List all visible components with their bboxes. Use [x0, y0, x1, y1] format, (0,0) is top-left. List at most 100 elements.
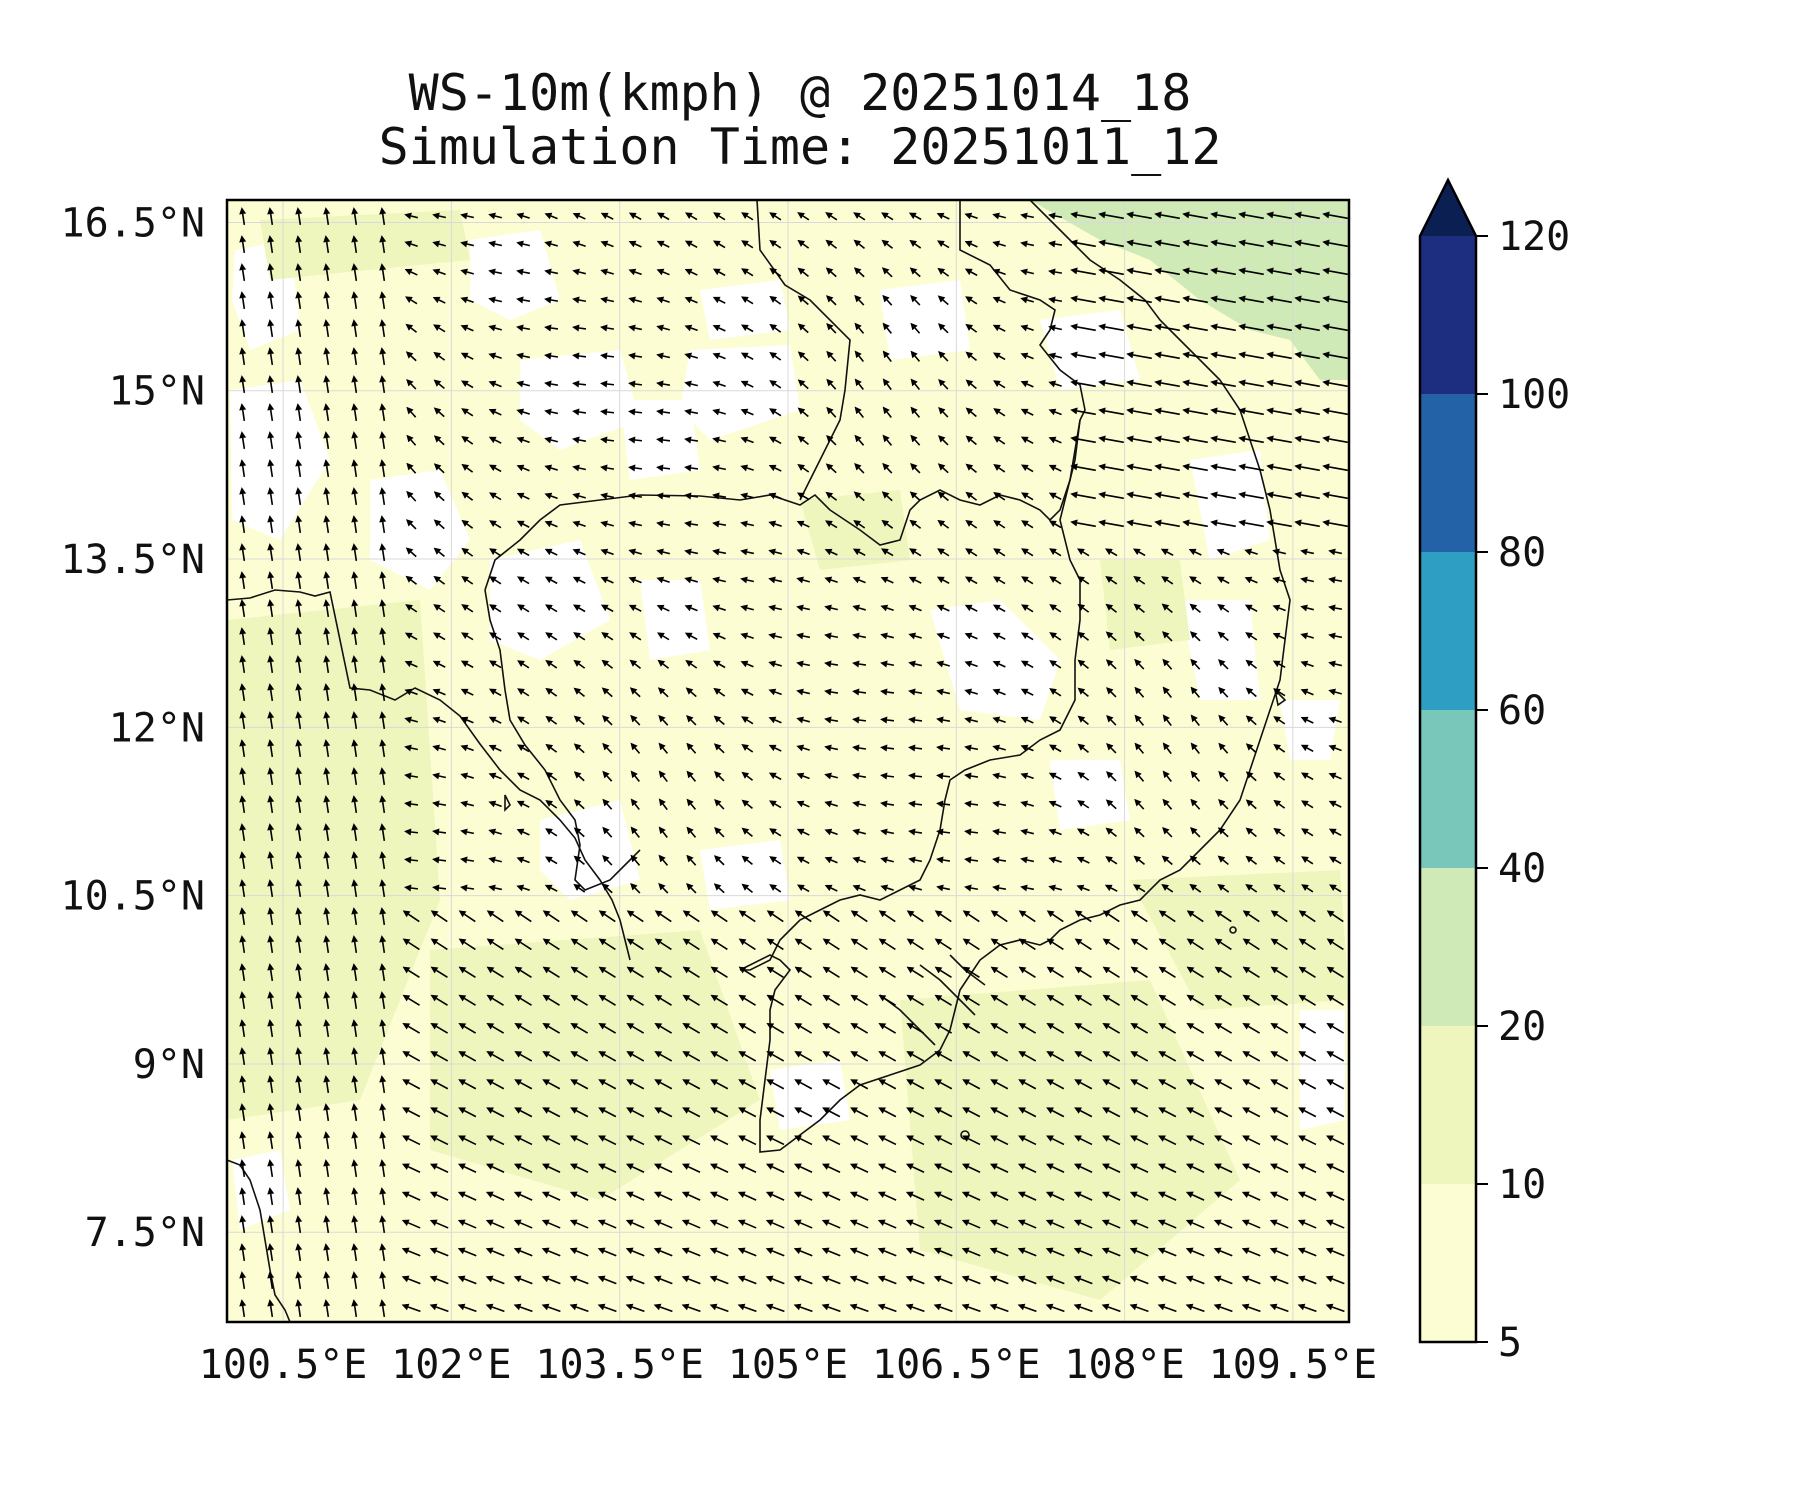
wind-arrow: [461, 408, 474, 417]
wind-arrow: [992, 800, 1007, 808]
wind-arrow: [544, 520, 558, 528]
wind-arrow: [1154, 211, 1180, 220]
wind-arrow: [990, 994, 1008, 1006]
wind-arrow: [323, 431, 331, 450]
wind-arrow: [1217, 883, 1230, 893]
wind-arrow: [488, 492, 502, 501]
wind-arrow: [824, 744, 839, 752]
wind-arrow: [402, 966, 420, 979]
wind-arrow: [878, 910, 896, 923]
wind-arrow: [379, 599, 387, 618]
wind-arrow: [1245, 771, 1257, 782]
wind-arrow: [573, 855, 585, 866]
wind-arrow: [713, 743, 725, 754]
wind-arrow: [1049, 576, 1062, 585]
wind-arrow: [796, 828, 810, 836]
wind-arrow: [460, 800, 474, 808]
wind-arrow: [1217, 659, 1229, 670]
wind-arrow: [933, 1247, 953, 1257]
wind-arrow: [710, 910, 728, 923]
wind-arrow: [514, 1051, 533, 1062]
wind-arrow: [1130, 1135, 1149, 1146]
wind-arrow: [1189, 576, 1202, 585]
wind-arrow: [267, 347, 275, 366]
wind-arrow: [992, 240, 1006, 248]
wind-arrow: [1161, 884, 1174, 893]
wind-arrow: [351, 823, 359, 842]
wind-arrow: [1154, 491, 1180, 500]
wind-arrow: [351, 767, 359, 786]
wind-arrow: [852, 632, 867, 640]
wind-arrow: [685, 659, 698, 669]
wind-arrow: [1294, 211, 1320, 220]
wind-arrow: [1182, 519, 1208, 528]
wind-arrow: [1322, 519, 1348, 528]
wind-arrow: [570, 1135, 589, 1146]
wind-arrow: [766, 910, 784, 923]
wind-arrow: [1046, 938, 1064, 951]
wind-arrow: [460, 296, 474, 304]
wind-arrow: [1266, 435, 1292, 444]
wind-arrow: [323, 347, 331, 366]
wind-arrow: [1322, 239, 1348, 248]
wind-arrow: [769, 351, 782, 361]
wind-arrow: [1098, 519, 1124, 528]
wind-arrow: [628, 548, 642, 556]
wind-arrow: [351, 739, 359, 758]
wind-arrow: [458, 1079, 477, 1090]
wind-arrow: [239, 851, 247, 870]
wind-arrow: [628, 492, 643, 500]
wind-arrow: [514, 1079, 533, 1090]
plot-frame: [225, 198, 1351, 1324]
wind-arrow: [545, 604, 558, 613]
wind-arrow: [794, 1022, 813, 1034]
wind-arrow: [1160, 548, 1174, 556]
wind-arrow: [1074, 966, 1092, 979]
wind-arrow: [458, 994, 476, 1006]
wind-arrow: [1182, 435, 1208, 444]
wind-arrow: [1182, 351, 1208, 360]
wind-arrow: [486, 1022, 505, 1034]
wind-arrow: [597, 1247, 617, 1257]
wind-arrow: [544, 268, 559, 276]
wind-arrow: [686, 798, 697, 810]
wind-arrow: [1269, 1191, 1289, 1201]
wind-arrow: [965, 463, 977, 473]
wind-arrow: [570, 994, 588, 1006]
wind-arrow: [656, 212, 670, 221]
wind-arrow: [878, 1051, 897, 1062]
wind-arrow: [741, 771, 754, 781]
wind-arrow: [1186, 1079, 1205, 1090]
wind-arrow: [598, 1135, 617, 1146]
wind-arrow: [514, 910, 532, 923]
wind-arrow: [488, 436, 502, 444]
wind-arrow: [295, 879, 303, 898]
wind-arrow: [1046, 1079, 1065, 1090]
wind-arrow: [432, 828, 447, 836]
wind-arrow: [402, 910, 420, 923]
wind-arrow: [461, 491, 474, 501]
wind-arrow: [769, 884, 782, 893]
wind-arrow: [516, 436, 530, 444]
wind-arrow: [1189, 883, 1202, 893]
wind-arrow: [962, 1022, 981, 1034]
wind-arrow: [1048, 492, 1062, 501]
wind-arrow: [461, 547, 474, 557]
wind-arrow: [573, 827, 585, 838]
wind-arrow: [686, 715, 697, 726]
wind-arrow: [1238, 435, 1264, 444]
wind-arrow: [1018, 1079, 1037, 1090]
wind-arrow: [962, 994, 980, 1006]
wind-arrow: [295, 1215, 303, 1234]
gridlines: [227, 200, 1349, 1322]
wind-arrow: [572, 436, 587, 444]
wind-arrow: [1101, 1247, 1121, 1257]
wind-arrow: [962, 966, 980, 979]
wind-arrow: [989, 1191, 1009, 1201]
wind-arrow: [1077, 548, 1090, 557]
wind-arrow: [1046, 966, 1064, 979]
wind-arrow: [351, 1243, 359, 1262]
wind-arrow: [323, 319, 331, 338]
wind-arrow: [323, 963, 331, 982]
wind-arrow: [992, 660, 1006, 668]
